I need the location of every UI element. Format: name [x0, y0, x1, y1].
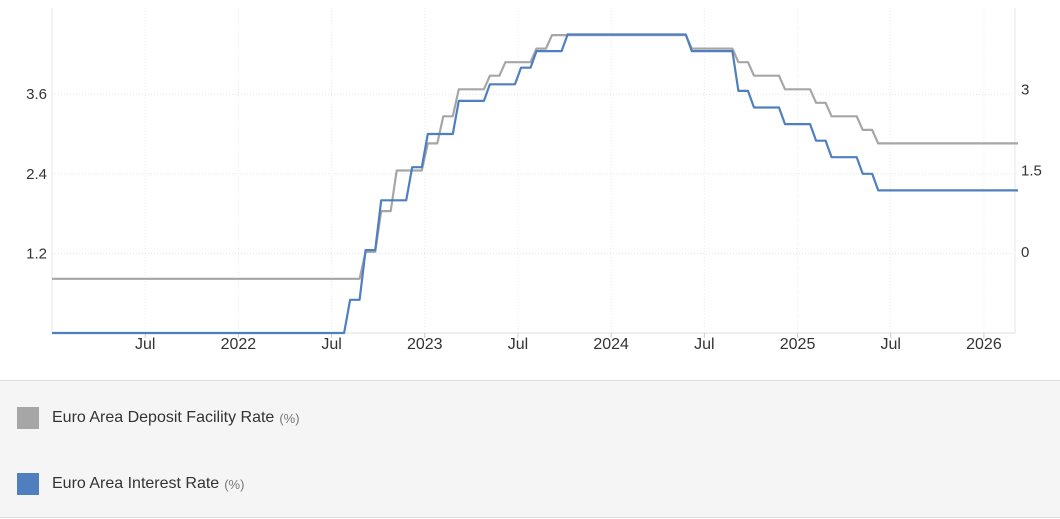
x-tick-label: Jul — [321, 336, 341, 353]
legend: Euro Area Deposit Facility Rate (%) Euro… — [0, 380, 1060, 518]
line-chart: 1.2 2.4 3.6 0 1.5 3 Jul 2022 Jul 2023 Jul 2024 Jul 20… — [26, 8, 1042, 353]
x-tick-label: Jul — [881, 336, 901, 353]
legend-item-interest-rate[interactable]: Euro Area Interest Rate (%) — [17, 473, 244, 495]
x-tick-label: Jul — [135, 336, 155, 353]
legend-swatch-deposit-facility-rate — [17, 407, 39, 429]
legend-label: Euro Area Deposit Facility Rate — [52, 409, 275, 426]
legend-swatch-interest-rate — [17, 473, 39, 495]
x-tick-label: Jul — [694, 336, 714, 353]
y-right-tick-label: 0 — [1021, 244, 1029, 261]
y-left-tick-label: 3.6 — [26, 86, 47, 103]
series-line-deposit-facility-rate[interactable] — [52, 34, 1018, 280]
legend-label: Euro Area Interest Rate — [52, 475, 220, 492]
y-right-tick-label: 3 — [1021, 81, 1029, 98]
x-tick-label: 2023 — [407, 336, 443, 353]
x-tick-label: Jul — [508, 336, 528, 353]
x-tick-label: 2024 — [593, 336, 629, 353]
series-line-interest-rate[interactable] — [52, 33, 1018, 335]
x-tick-label: 2025 — [780, 336, 816, 353]
x-tick-label: 2022 — [221, 336, 257, 353]
y-right-tick-label: 1.5 — [1021, 163, 1042, 180]
y-left-tick-label: 1.2 — [26, 245, 47, 262]
series-layer — [52, 33, 1018, 335]
tick-labels: 1.2 2.4 3.6 0 1.5 3 Jul 2022 Jul 2023 Jul 2024 Jul 20… — [26, 81, 1042, 353]
legend-item-deposit-facility-rate[interactable]: Euro Area Deposit Facility Rate (%) — [17, 407, 300, 429]
x-tick-label: 2026 — [966, 336, 1002, 353]
legend-unit: (%) — [224, 476, 245, 492]
y-left-tick-label: 2.4 — [26, 166, 47, 183]
legend-unit: (%) — [279, 410, 300, 426]
